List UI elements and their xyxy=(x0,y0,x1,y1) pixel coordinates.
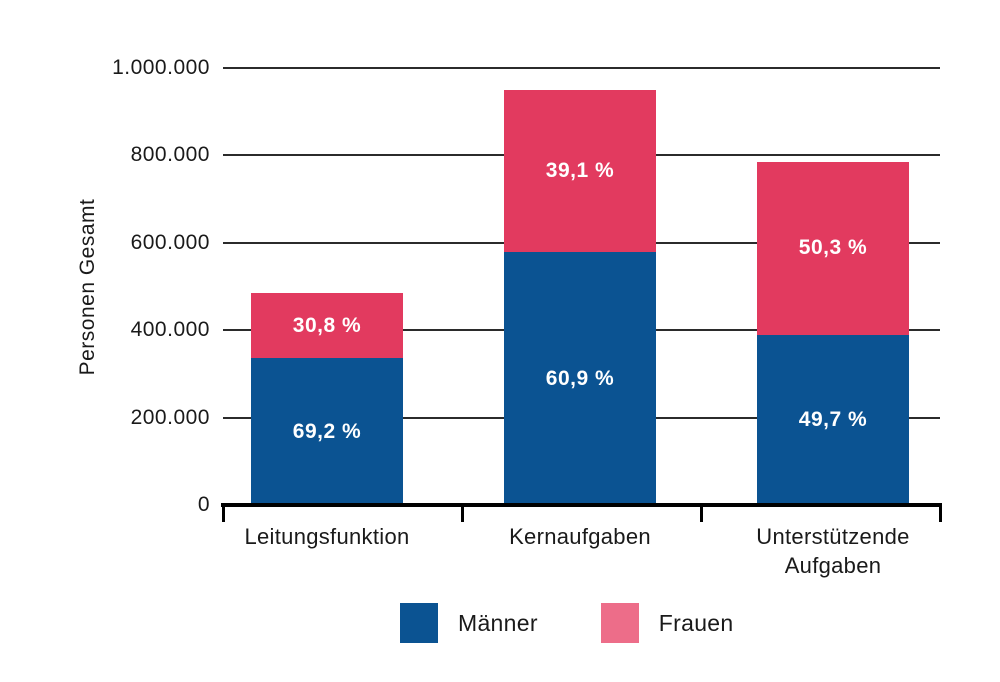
segment-percent-label: 30,8 % xyxy=(292,313,362,337)
segment-frauen: 39,1 % xyxy=(504,89,656,253)
legend-swatch-männer xyxy=(400,603,438,643)
bar-kernaufgaben: 39,1 % 60,9 % xyxy=(504,89,656,505)
segment-percent-label: 69,2 % xyxy=(292,419,362,443)
gridline-1.000.000 xyxy=(223,67,940,69)
bar-leitungsfunktion: 30,8 % 69,2 % xyxy=(251,293,403,505)
segment-männer: 60,9 % xyxy=(504,252,656,505)
y-tick-label: 1.000.000 xyxy=(112,56,210,79)
x-category-label: Kernaufgaben xyxy=(509,524,651,549)
legend-label: Frauen xyxy=(658,609,734,636)
x-category-label: Leitungsfunktion xyxy=(244,524,410,549)
x-category-label: Unterstützende Aufgaben xyxy=(756,524,910,578)
legend-label: Männer xyxy=(458,609,538,636)
y-tick-label: 200.000 xyxy=(130,405,210,429)
legend-item-männer: Männer xyxy=(400,603,581,643)
legend: Männer Frauen xyxy=(400,603,776,643)
segment-percent-label: 39,1 % xyxy=(545,159,615,183)
y-tick-label: 0 xyxy=(197,493,210,516)
x-axis-tick xyxy=(699,505,703,522)
segment-percent-label: 49,7 % xyxy=(798,407,868,431)
segment-frauen: 50,3 % xyxy=(757,161,909,335)
y-axis-title: Personen Gesamt xyxy=(76,198,99,376)
y-tick-label: 400.000 xyxy=(130,318,210,342)
x-axis-tick xyxy=(221,505,225,522)
y-tick-label: 600.000 xyxy=(130,230,210,254)
segment-männer: 49,7 % xyxy=(757,334,909,505)
legend-item-frauen: Frauen xyxy=(600,603,777,643)
segment-percent-label: 60,9 % xyxy=(545,366,615,390)
segment-männer: 69,2 % xyxy=(251,358,403,505)
segment-percent-label: 50,3 % xyxy=(798,236,868,260)
segment-frauen: 30,8 % xyxy=(251,293,403,359)
plot-area: 30,8 % 69,2 % 39,1 % 60,9 % 50,3 % 49,7 % xyxy=(223,67,940,505)
y-tick-label: 800.000 xyxy=(130,143,210,167)
legend-swatch-frauen xyxy=(600,603,639,643)
x-axis-tick xyxy=(460,505,464,522)
x-axis-tick xyxy=(938,505,942,522)
bar-unterst-tzende-aufgaben: 50,3 % 49,7 % xyxy=(757,161,909,505)
x-axis-line xyxy=(221,503,942,507)
